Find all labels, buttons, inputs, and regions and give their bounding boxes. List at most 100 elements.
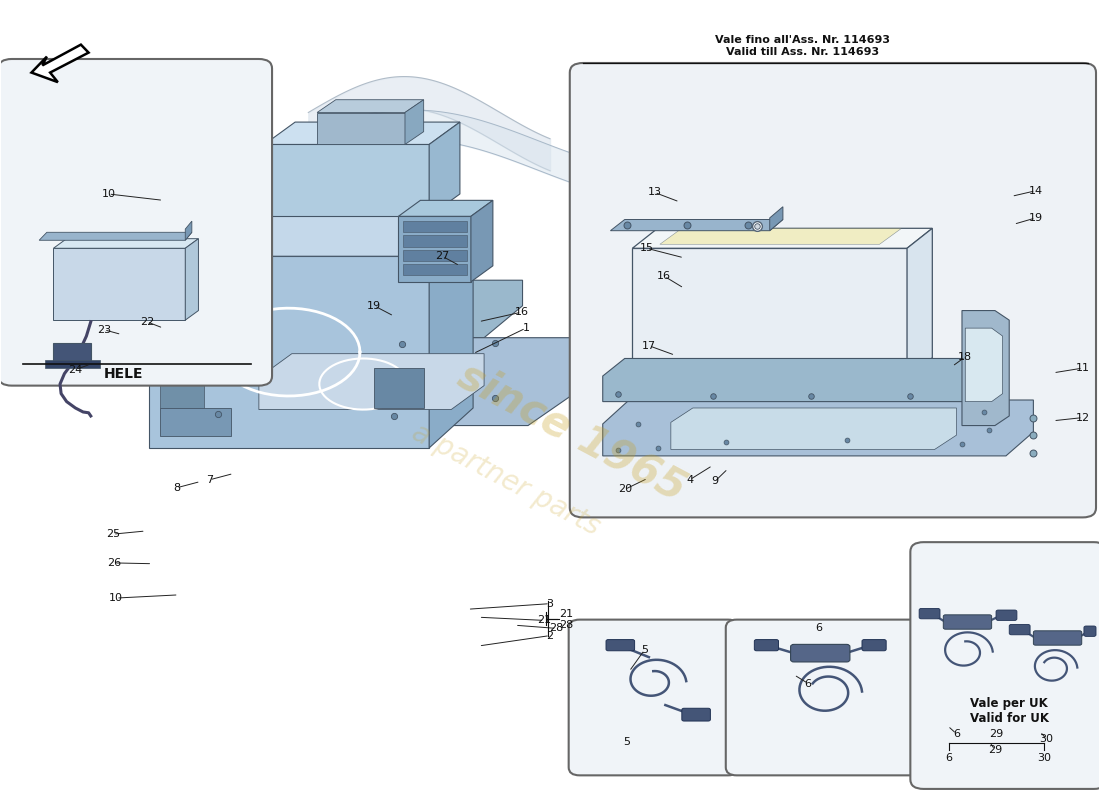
- Polygon shape: [403, 264, 466, 275]
- Text: 20: 20: [617, 485, 631, 494]
- FancyBboxPatch shape: [791, 644, 850, 662]
- Text: 6: 6: [805, 678, 812, 689]
- Polygon shape: [54, 238, 198, 248]
- Text: 23: 23: [97, 325, 111, 334]
- Polygon shape: [660, 228, 902, 244]
- Text: 30: 30: [1037, 753, 1052, 762]
- Polygon shape: [429, 122, 460, 216]
- Polygon shape: [109, 194, 374, 202]
- Text: 6: 6: [816, 622, 823, 633]
- Text: 22: 22: [140, 317, 154, 326]
- Polygon shape: [160, 376, 204, 408]
- Text: 19: 19: [367, 301, 382, 310]
- FancyBboxPatch shape: [1033, 630, 1081, 645]
- Polygon shape: [148, 256, 429, 448]
- Text: 4: 4: [686, 475, 693, 485]
- Polygon shape: [40, 232, 191, 240]
- Text: 24: 24: [68, 365, 82, 374]
- FancyBboxPatch shape: [911, 542, 1100, 789]
- Text: 9: 9: [712, 477, 718, 486]
- FancyBboxPatch shape: [569, 620, 739, 775]
- FancyBboxPatch shape: [862, 639, 887, 650]
- Polygon shape: [374, 368, 424, 408]
- Text: 2: 2: [547, 630, 553, 641]
- Text: 6: 6: [945, 753, 953, 762]
- Polygon shape: [603, 358, 987, 402]
- Text: 16: 16: [515, 307, 528, 317]
- Text: 14: 14: [1028, 186, 1043, 196]
- Polygon shape: [116, 226, 132, 232]
- Polygon shape: [109, 170, 119, 194]
- Polygon shape: [32, 45, 89, 82]
- Text: 19: 19: [1028, 213, 1043, 223]
- Text: 8: 8: [173, 483, 180, 493]
- Polygon shape: [317, 100, 424, 113]
- FancyBboxPatch shape: [606, 639, 635, 650]
- Text: 6: 6: [953, 729, 960, 739]
- FancyBboxPatch shape: [0, 59, 272, 386]
- Text: 3: 3: [547, 598, 553, 609]
- Text: Vale fino all'Ass. Nr. 114693
Valid till Ass. Nr. 114693: Vale fino all'Ass. Nr. 114693 Valid till…: [715, 35, 890, 57]
- Text: 29: 29: [990, 729, 1003, 739]
- Text: 16: 16: [658, 271, 671, 282]
- FancyBboxPatch shape: [920, 609, 940, 619]
- Polygon shape: [429, 216, 473, 448]
- Text: since 1965: since 1965: [451, 354, 693, 510]
- Text: Vale per UK
Valid for UK: Vale per UK Valid for UK: [970, 697, 1048, 725]
- Polygon shape: [264, 122, 460, 145]
- Text: 12: 12: [1076, 413, 1090, 422]
- Text: 5: 5: [624, 737, 630, 747]
- FancyBboxPatch shape: [1084, 626, 1096, 636]
- Text: 30: 30: [1040, 734, 1054, 745]
- Polygon shape: [182, 338, 574, 426]
- Polygon shape: [610, 219, 783, 230]
- Polygon shape: [966, 328, 1002, 402]
- Polygon shape: [54, 248, 185, 320]
- Polygon shape: [403, 221, 466, 232]
- Text: a partner parts: a partner parts: [407, 418, 605, 542]
- Polygon shape: [185, 238, 198, 320]
- Text: 27: 27: [436, 251, 450, 262]
- Polygon shape: [398, 200, 493, 216]
- Text: 10: 10: [109, 593, 123, 603]
- Polygon shape: [632, 228, 933, 248]
- Polygon shape: [403, 250, 466, 261]
- Polygon shape: [317, 113, 405, 145]
- Polygon shape: [471, 200, 493, 282]
- Polygon shape: [405, 100, 424, 145]
- Polygon shape: [403, 235, 466, 246]
- Polygon shape: [908, 228, 933, 378]
- Text: 18: 18: [958, 352, 972, 362]
- Text: 15: 15: [640, 243, 653, 254]
- Text: 10: 10: [101, 189, 116, 199]
- Text: 26: 26: [107, 558, 121, 568]
- Text: 17: 17: [641, 341, 656, 350]
- Text: 28: 28: [550, 623, 563, 634]
- Polygon shape: [671, 408, 957, 450]
- Text: HELE: HELE: [104, 367, 143, 382]
- Polygon shape: [363, 178, 374, 202]
- Text: 28: 28: [559, 620, 573, 630]
- Polygon shape: [45, 360, 100, 368]
- FancyBboxPatch shape: [944, 615, 991, 630]
- FancyBboxPatch shape: [570, 63, 1096, 518]
- FancyBboxPatch shape: [726, 620, 930, 775]
- Polygon shape: [185, 221, 191, 240]
- Polygon shape: [398, 216, 471, 282]
- Text: 7: 7: [206, 475, 213, 485]
- Polygon shape: [54, 342, 91, 362]
- Text: 1: 1: [522, 323, 529, 333]
- Text: 29: 29: [988, 745, 1002, 754]
- Text: 25: 25: [106, 529, 120, 539]
- Polygon shape: [264, 145, 429, 216]
- FancyBboxPatch shape: [682, 708, 711, 721]
- Polygon shape: [603, 400, 1033, 456]
- FancyBboxPatch shape: [1009, 625, 1030, 634]
- Text: 11: 11: [1076, 363, 1090, 373]
- Text: 21: 21: [559, 609, 573, 619]
- Polygon shape: [770, 206, 783, 230]
- Text: 21: 21: [538, 615, 551, 626]
- Polygon shape: [148, 216, 473, 256]
- Polygon shape: [962, 310, 1009, 426]
- FancyBboxPatch shape: [996, 610, 1016, 621]
